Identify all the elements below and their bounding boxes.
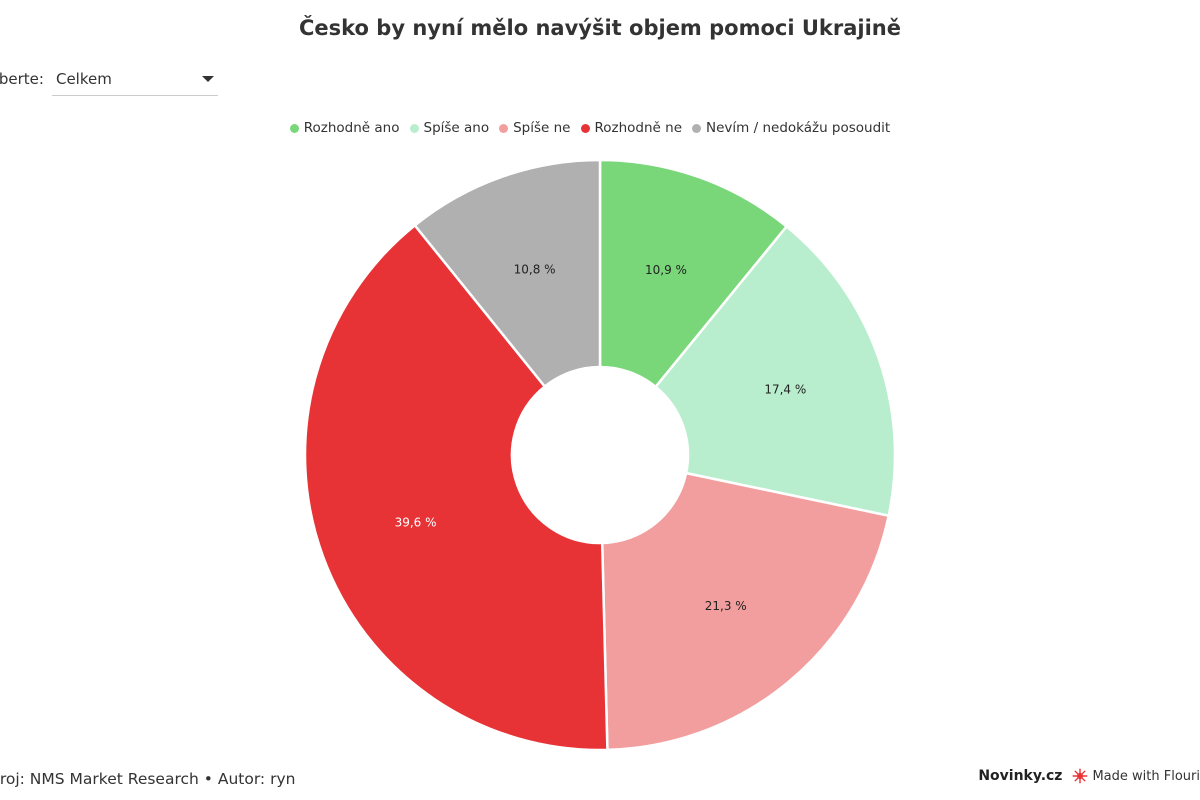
legend-item-nevim[interactable]: Nevím / nedokážu posoudit [692,120,890,136]
source-credit: droj: NMS Market Research • Autor: ryn [0,770,296,788]
donut-slice-3[interactable] [303,223,609,752]
filter-label: yberte: [0,70,44,88]
data-label-3: 39,6 % [395,516,437,530]
legend-swatch [692,123,702,133]
legend-item-spise-ano[interactable]: Spíše ano [409,120,490,136]
data-label-0: 10,9 % [645,263,687,277]
filter-selected-value: Celkem [55,69,112,88]
donut-slices [303,158,897,752]
legend-label: Rozhodně ano [303,120,400,136]
flourish-logo-icon [1072,768,1088,784]
legend-label: Nevím / nedokážu posoudit [706,120,891,136]
filter-select[interactable]: Celkem [51,63,218,96]
donut-slice-4[interactable] [413,158,602,389]
legend-swatch [289,123,299,133]
legend-item-rozhodne-ano[interactable]: Rozhodně ano [289,120,400,136]
donut-slice-0[interactable] [598,158,789,389]
brand-logo[interactable]: Novinky.cz [978,768,1063,784]
legend-swatch [499,123,509,133]
donut-slice-1[interactable] [653,224,897,518]
legend-item-rozhodne-ne[interactable]: Rozhodně ne [580,120,683,136]
legend-item-spise-ne[interactable]: Spíše ne [499,120,571,136]
legend-label: Spíše ano [423,120,490,136]
data-label-1: 17,4 % [764,383,806,397]
legend-label: Spíše ne [513,120,571,136]
data-label-4: 10,8 % [514,263,556,277]
chart-legend: Rozhodně ano Spíše ano Spíše ne Rozhodně… [0,120,1180,136]
chevron-down-icon [201,75,214,82]
legend-label: Rozhodně ne [594,120,683,136]
legend-swatch [580,123,590,133]
legend-swatch [409,123,419,133]
donut-data-labels: 10,9 % 17,4 % 21,3 % 39,6 % 10,8 % [395,263,807,613]
data-label-2: 21,3 % [705,599,747,613]
footer-branding: Novinky.cz Made with Flouri [978,768,1200,784]
filter-control: yberte: Celkem [0,62,218,96]
donut-slice-2[interactable] [600,471,891,752]
made-with-flourish-link[interactable]: Made with Flouri [1092,768,1200,784]
chart-title: Česko by nyní mělo navýšit objem pomoci … [299,16,901,40]
